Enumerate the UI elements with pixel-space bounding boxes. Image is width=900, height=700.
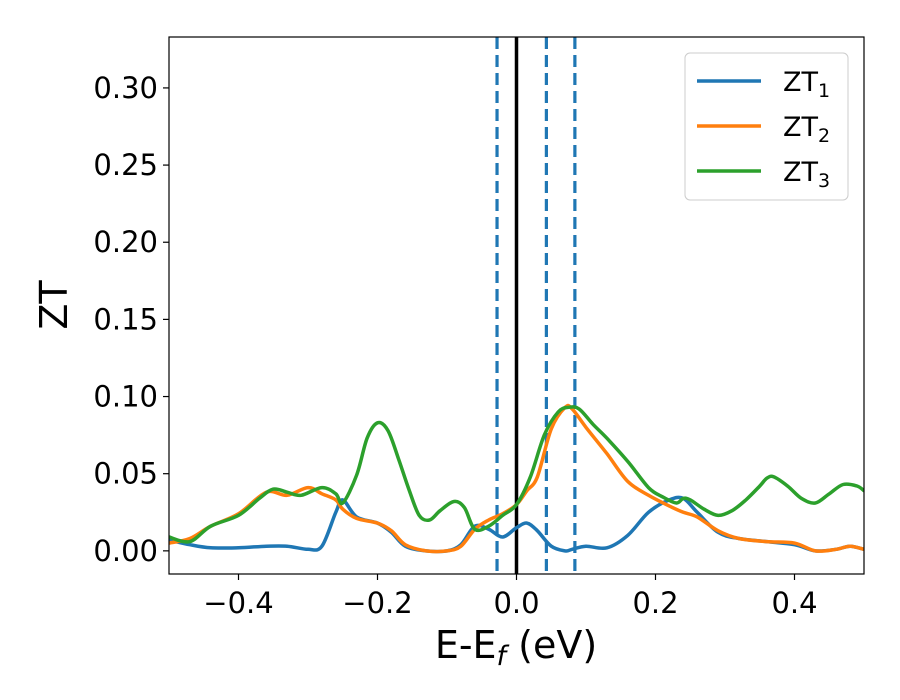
y-tick-label: 0.10 bbox=[93, 380, 158, 414]
x-tick-label: −0.4 bbox=[203, 586, 273, 620]
y-axis: 0.00 0.05 0.10 0.15 0.20 0.25 0.30 bbox=[93, 71, 169, 568]
x-axis-label: E-Ef (eV) bbox=[435, 623, 597, 672]
x-axis: −0.4 −0.2 0.0 0.2 0.4 bbox=[203, 574, 818, 620]
x-tick-label: 0.4 bbox=[771, 586, 817, 620]
legend-label-2: ZT2 bbox=[783, 112, 830, 147]
series-line-3 bbox=[169, 405, 864, 544]
legend-label-3: ZT3 bbox=[783, 157, 830, 192]
legend-label-1: ZT1 bbox=[783, 67, 830, 102]
x-tick-label: 0.2 bbox=[632, 586, 678, 620]
x-tick-label: 0.0 bbox=[493, 586, 539, 620]
y-axis-label: ZT bbox=[32, 280, 76, 330]
series-group bbox=[169, 403, 864, 554]
y-tick-label: 0.00 bbox=[93, 534, 158, 568]
reference-lines bbox=[495, 37, 577, 574]
legend: ZT1 ZT2 ZT3 bbox=[684, 52, 849, 201]
y-tick-label: 0.20 bbox=[93, 225, 158, 259]
y-tick-label: 0.05 bbox=[93, 457, 158, 491]
y-tick-label: 0.30 bbox=[93, 71, 158, 105]
x-tick-label: −0.2 bbox=[342, 586, 412, 620]
legend-box bbox=[684, 52, 849, 201]
x-axis-label-unit: (eV) bbox=[506, 623, 597, 667]
y-tick-label: 0.15 bbox=[93, 302, 158, 336]
y-tick-label: 0.25 bbox=[93, 148, 158, 182]
